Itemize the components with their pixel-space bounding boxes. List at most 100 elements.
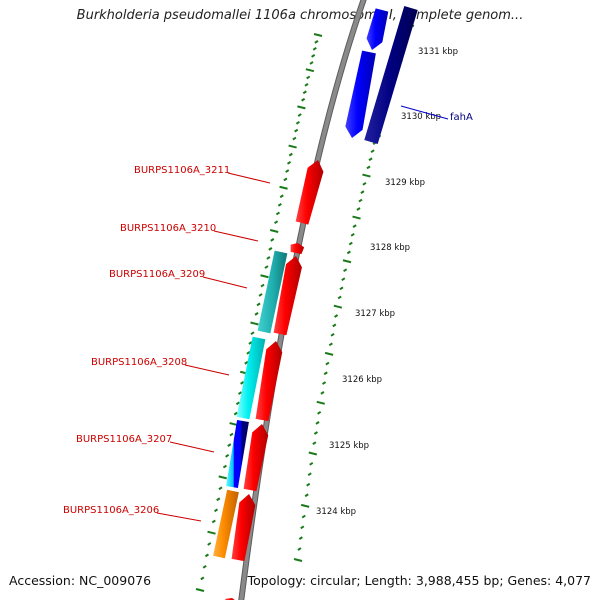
tick-mark-outer xyxy=(244,360,249,365)
kbp-label: 3128 kbp xyxy=(370,243,410,253)
topology-label: Topology: circular; Length: 3,988,455 bp… xyxy=(247,573,591,588)
tick-mark-outer xyxy=(309,61,314,65)
tick-mark-outer xyxy=(266,256,271,260)
kbp-label: 3126 kbp xyxy=(342,375,382,385)
tick-mark-outer xyxy=(216,497,221,502)
kbp-label: 3124 kbp xyxy=(316,507,356,517)
feature-layer xyxy=(213,0,418,600)
tick-mark-inner xyxy=(316,400,325,405)
tick-mark-inner xyxy=(358,198,363,203)
locus-leader-line xyxy=(227,172,271,184)
gene-red-3209[interactable] xyxy=(273,256,302,336)
tick-mark-outer xyxy=(311,54,316,58)
gene-teal-3209[interactable] xyxy=(257,250,288,334)
locus-leader-line xyxy=(184,364,230,376)
gene-red-3206[interactable] xyxy=(231,494,256,562)
tick-mark-inner xyxy=(325,361,330,366)
tick-mark-inner xyxy=(350,232,355,237)
tick-mark-outer xyxy=(275,211,281,216)
tick-mark-inner xyxy=(315,421,320,425)
tick-mark-outer xyxy=(302,90,307,95)
tick-mark-inner xyxy=(352,224,357,228)
tick-mark-outer xyxy=(200,576,205,581)
kbp-label: 3131 kbp xyxy=(418,47,458,57)
gene-blue-1[interactable] xyxy=(366,8,389,50)
gene-name-label[interactable]: fahA xyxy=(450,112,473,123)
tick-mark-inner xyxy=(317,410,322,415)
tick-mark-outer xyxy=(297,113,302,117)
tick-mark-outer xyxy=(306,75,311,80)
tick-mark-inner xyxy=(334,314,339,318)
kbp-label: 3127 kbp xyxy=(355,309,395,319)
gene-cyan-3208[interactable] xyxy=(236,336,266,420)
tick-mark-outer xyxy=(264,265,269,269)
tick-mark-outer xyxy=(207,530,216,535)
tick-mark-outer xyxy=(270,238,275,242)
tick-mark-inner xyxy=(339,286,344,291)
tick-mark-outer xyxy=(250,331,255,336)
tick-mark-inner xyxy=(307,472,312,477)
kbp-label: 3130 kbp xyxy=(401,112,441,122)
accession-label: Accession: NC_009076 xyxy=(9,573,152,588)
tick-mark-outer xyxy=(260,283,265,288)
tick-mark-inner xyxy=(362,173,371,178)
tick-mark-inner xyxy=(328,342,333,347)
tick-mark-inner xyxy=(321,381,327,385)
tick-mark-outer xyxy=(235,401,240,406)
locus-label[interactable]: BURPS1106A_3211 xyxy=(134,165,230,176)
gene-striped-3207[interactable] xyxy=(226,420,249,488)
tick-mark-outer xyxy=(202,564,207,569)
tick-mark-outer xyxy=(260,274,269,279)
tick-mark-inner xyxy=(330,332,335,337)
tick-mark-outer xyxy=(312,46,317,51)
tick-mark-inner xyxy=(362,181,367,186)
gene-orange-3206[interactable] xyxy=(213,489,239,559)
gene-red-3207[interactable] xyxy=(243,424,269,492)
tick-mark-outer xyxy=(285,169,290,173)
tick-mark-inner xyxy=(356,207,361,211)
tick-mark-outer xyxy=(211,519,216,524)
kbp-label: 3129 kbp xyxy=(385,178,425,188)
tick-mark-inner xyxy=(323,371,328,376)
tick-mark-outer xyxy=(313,33,323,37)
tick-mark-outer xyxy=(288,152,293,157)
gene-fahA[interactable] xyxy=(364,5,418,145)
locus-label[interactable]: BURPS1106A_3206 xyxy=(63,505,159,516)
tick-mark-outer xyxy=(233,411,238,416)
tick-mark-outer xyxy=(225,453,230,458)
tick-mark-inner xyxy=(313,431,318,435)
locus-label[interactable]: BURPS1106A_3209 xyxy=(109,269,205,280)
locus-leader-line xyxy=(169,441,215,453)
tick-mark-inner xyxy=(348,241,353,246)
tick-mark-outer xyxy=(254,312,259,316)
locus-leader-line xyxy=(213,230,259,242)
locus-label[interactable]: BURPS1106A_3210 xyxy=(120,223,216,234)
tick-mark-inner xyxy=(300,503,310,508)
tick-mark-inner xyxy=(324,351,334,356)
label-layer: 3131 kbp 3130 kbp 3129 kbp 3128 kbp 3127 kbp… xyxy=(63,47,473,522)
tick-mark-inner xyxy=(333,304,343,309)
locus-label[interactable]: BURPS1106A_3208 xyxy=(91,357,187,368)
tick-mark-inner xyxy=(352,215,361,220)
locus-label[interactable]: BURPS1106A_3207 xyxy=(76,434,172,445)
gene-red-3208[interactable] xyxy=(255,341,283,422)
gene-red-3211[interactable] xyxy=(295,160,324,225)
tick-mark-outer xyxy=(204,553,209,558)
tick-mark-inner xyxy=(309,461,314,466)
tick-mark-inner xyxy=(298,536,303,540)
tick-mark-outer xyxy=(195,588,205,592)
gene-leader-line xyxy=(400,105,449,120)
tick-mark-inner xyxy=(301,514,306,519)
gene-red-3210[interactable] xyxy=(290,243,305,255)
tick-mark-outer xyxy=(314,40,319,44)
tick-mark-outer xyxy=(250,321,259,326)
tick-mark-inner xyxy=(306,482,311,487)
tick-mark-outer xyxy=(277,202,282,207)
tick-mark-inner xyxy=(293,558,303,562)
tick-mark-outer xyxy=(269,229,279,233)
tick-mark-outer xyxy=(218,475,227,480)
tick-mark-outer xyxy=(240,381,245,385)
gene-blue-2[interactable] xyxy=(345,50,376,138)
tick-mark-outer xyxy=(279,185,288,190)
